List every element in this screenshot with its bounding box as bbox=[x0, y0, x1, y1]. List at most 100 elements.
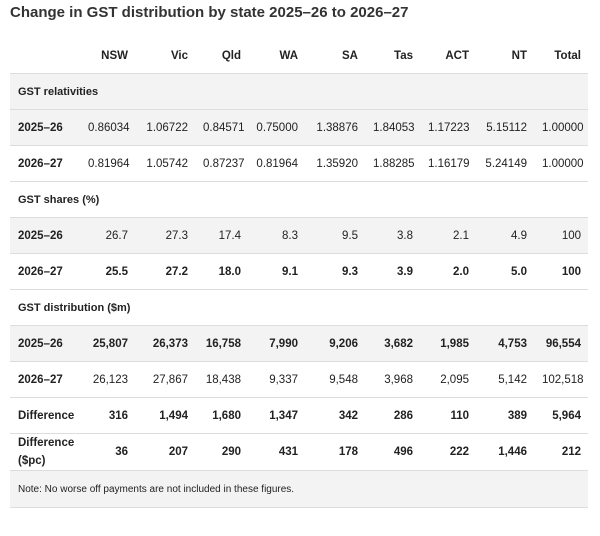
cell: 1.35920 bbox=[305, 145, 365, 182]
cell: 496 bbox=[365, 433, 420, 471]
cell: 17.4 bbox=[195, 217, 248, 254]
cell: 286 bbox=[365, 397, 420, 434]
cell: 36 bbox=[80, 433, 135, 471]
cell: 3.8 bbox=[365, 217, 420, 254]
cell: 9,337 bbox=[248, 361, 305, 398]
cell: 3,968 bbox=[365, 361, 420, 398]
cell: 5.24149 bbox=[476, 145, 534, 182]
cell: 9.5 bbox=[305, 217, 365, 254]
cell: 1.00000 bbox=[534, 145, 588, 182]
row-label: 2025–26 bbox=[10, 325, 80, 362]
section-row: GST relativities bbox=[10, 73, 588, 110]
cell: 1.00000 bbox=[534, 109, 588, 146]
column-header: SA bbox=[342, 49, 358, 62]
cell: 1,680 bbox=[195, 397, 248, 434]
cell: 1.06722 bbox=[135, 109, 195, 146]
cell: 5.15112 bbox=[476, 109, 534, 146]
cell: 1.05742 bbox=[135, 145, 195, 182]
cell: 8.3 bbox=[248, 217, 305, 254]
header-row: NSW Vic Qld WA SA Tas ACT NT Total bbox=[10, 38, 588, 74]
cell: 0.86034 bbox=[80, 109, 135, 146]
cell: 389 bbox=[476, 397, 534, 434]
row-label: Difference bbox=[10, 397, 80, 434]
cell: 110 bbox=[420, 397, 476, 434]
cell: 1.88285 bbox=[365, 145, 420, 182]
data-row: 2025–26 0.86034 1.06722 0.84571 0.75000 1.388… bbox=[10, 109, 588, 146]
section-row: GST shares (%) bbox=[10, 181, 588, 218]
row-label: 2026–27 bbox=[10, 145, 80, 182]
cell: 1.17223 bbox=[420, 109, 476, 146]
cell: 26,373 bbox=[135, 325, 195, 362]
cell: 18,438 bbox=[195, 361, 248, 398]
note: Note: No worse off payments are not incl… bbox=[10, 470, 588, 508]
cell: 25,807 bbox=[80, 325, 135, 362]
cell: 27,867 bbox=[135, 361, 195, 398]
column-header: ACT bbox=[445, 49, 469, 62]
cell: 5,964 bbox=[534, 397, 588, 434]
cell: 178 bbox=[305, 433, 365, 471]
table-title: Change in GST distribution by state 2025… bbox=[10, 4, 409, 21]
gst-table: NSW Vic Qld WA SA Tas ACT NT Total GST relativit… bbox=[10, 38, 588, 508]
cell: 1,494 bbox=[135, 397, 195, 434]
data-row: 2026–27 25.5 27.2 18.0 9.1 9.3 3.9 2.0 5.0 100 bbox=[10, 253, 588, 290]
column-header: NSW bbox=[101, 49, 128, 62]
data-row: 2025–26 25,807 26,373 16,758 7,990 9,206 3,682… bbox=[10, 325, 588, 362]
cell: 0.81964 bbox=[248, 145, 305, 182]
cell: 100 bbox=[534, 253, 588, 290]
cell: 207 bbox=[135, 433, 195, 471]
cell: 1.16179 bbox=[420, 145, 476, 182]
data-row: 2026–27 0.81964 1.05742 0.87237 0.81964 1.359… bbox=[10, 145, 588, 182]
row-label: 2025–26 bbox=[10, 217, 80, 254]
cell: 16,758 bbox=[195, 325, 248, 362]
cell: 1.38876 bbox=[305, 109, 365, 146]
cell: 1,985 bbox=[420, 325, 476, 362]
cell: 100 bbox=[534, 217, 588, 254]
cell: 0.84571 bbox=[195, 109, 248, 146]
row-label: 2025–26 bbox=[10, 109, 80, 146]
row-label: 2026–27 bbox=[10, 253, 80, 290]
row-label: Difference ($pc) bbox=[10, 433, 80, 471]
cell: 27.2 bbox=[135, 253, 195, 290]
cell: 1,347 bbox=[248, 397, 305, 434]
column-header: Qld bbox=[221, 49, 241, 62]
section-title: GST distribution ($m) bbox=[10, 289, 588, 326]
cell: 2.1 bbox=[420, 217, 476, 254]
cell: 26.7 bbox=[80, 217, 135, 254]
cell: 0.75000 bbox=[248, 109, 305, 146]
data-row: 2025–26 26.7 27.3 17.4 8.3 9.5 3.8 2.1 4.9 100 bbox=[10, 217, 588, 254]
cell: 2.0 bbox=[420, 253, 476, 290]
cell: 1.84053 bbox=[365, 109, 420, 146]
column-header: WA bbox=[279, 49, 298, 62]
cell: 9.3 bbox=[305, 253, 365, 290]
cell: 342 bbox=[305, 397, 365, 434]
column-header: NT bbox=[511, 49, 527, 62]
cell: 3.9 bbox=[365, 253, 420, 290]
corner bbox=[10, 38, 80, 74]
cell: 2,095 bbox=[420, 361, 476, 398]
cell: 4.9 bbox=[476, 217, 534, 254]
column-header: Tas bbox=[394, 49, 413, 62]
column-header: Vic bbox=[170, 49, 188, 62]
cell: 102,518 bbox=[534, 361, 588, 398]
cell: 5.0 bbox=[476, 253, 534, 290]
cell: 5,142 bbox=[476, 361, 534, 398]
cell: 9,206 bbox=[305, 325, 365, 362]
data-row: Difference 316 1,494 1,680 1,347 342 286 110 389… bbox=[10, 397, 588, 434]
cell: 4,753 bbox=[476, 325, 534, 362]
data-row: Difference ($pc) 36 207 290 431 178 496 222 1,44… bbox=[10, 433, 588, 471]
cell: 212 bbox=[534, 433, 588, 471]
cell: 9.1 bbox=[248, 253, 305, 290]
cell: 26,123 bbox=[80, 361, 135, 398]
cell: 0.87237 bbox=[195, 145, 248, 182]
section-row: GST distribution ($m) bbox=[10, 289, 588, 326]
cell: 18.0 bbox=[195, 253, 248, 290]
cell: 25.5 bbox=[80, 253, 135, 290]
cell: 222 bbox=[420, 433, 476, 471]
cell: 1,446 bbox=[476, 433, 534, 471]
cell: 9,548 bbox=[305, 361, 365, 398]
cell: 0.81964 bbox=[80, 145, 135, 182]
cell: 316 bbox=[80, 397, 135, 434]
data-row: 2026–27 26,123 27,867 18,438 9,337 9,548 3,968… bbox=[10, 361, 588, 398]
cell: 431 bbox=[248, 433, 305, 471]
